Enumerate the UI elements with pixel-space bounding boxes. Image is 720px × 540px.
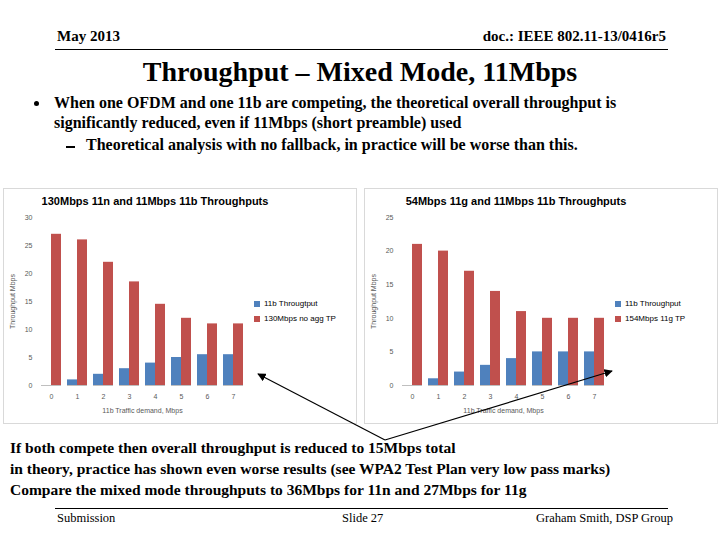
svg-text:2: 2 (102, 393, 106, 400)
html-text:130Mbps no agg TP: 130Mbps no agg TP (264, 314, 336, 323)
svg-text:20: 20 (25, 270, 33, 277)
svg-text:25: 25 (25, 242, 33, 249)
svg-text:4: 4 (515, 393, 519, 400)
svg-text:5: 5 (541, 393, 545, 400)
svg-text:0: 0 (390, 382, 394, 389)
html-text:Submission: Submission (57, 511, 116, 525)
html-text:in theory, practice has shown: in theory, practice has shown even worse… (10, 460, 611, 477)
html-text:11b Througtput: 11b Througtput (264, 299, 318, 308)
html-text:11b Throughput: 11b Throughput (625, 299, 681, 308)
svg-text:10: 10 (386, 315, 394, 322)
svg-text:6: 6 (567, 393, 571, 400)
svg-text:Throughput Mbps: Throughput Mbps (9, 274, 17, 329)
svg-text:1: 1 (76, 393, 80, 400)
html-text:If both compete then overall t: If both compete then overall throughput … (10, 439, 456, 456)
html-text:154Mbps 11g TP: 154Mbps 11g TP (625, 314, 686, 323)
html-text:doc.: IEEE 802.11-13/0416r5: doc.: IEEE 802.11-13/0416r5 (482, 28, 666, 44)
svg-text:11b Traffic demand, Mbps: 11b Traffic demand, Mbps (463, 407, 544, 415)
svg-text:1: 1 (437, 393, 441, 400)
svg-text:0: 0 (29, 382, 33, 389)
html-text:Slide 27: Slide 27 (342, 511, 384, 525)
svg-text:0: 0 (50, 393, 54, 400)
svg-text:5: 5 (180, 393, 184, 400)
svg-text:3: 3 (128, 393, 132, 400)
html-text:Theoretical analysis with no f: Theoretical analysis with no fallback, i… (86, 136, 578, 153)
svg-text:30: 30 (25, 214, 33, 221)
html-text:Throughput – Mixed Mode, 11Mbp: Throughput – Mixed Mode, 11Mbps (142, 56, 578, 87)
svg-text:4: 4 (154, 393, 158, 400)
html-text:Graham Smith, DSP Group: Graham Smith, DSP Group (536, 511, 673, 525)
html-text:When one OFDM and one 11b are: When one OFDM and one 11b are competing,… (54, 94, 617, 131)
svg-text:7: 7 (232, 393, 236, 400)
svg-text:10: 10 (25, 326, 33, 333)
svg-text:3: 3 (489, 393, 493, 400)
svg-text:6: 6 (206, 393, 210, 400)
svg-text:5: 5 (29, 354, 33, 361)
svg-text:Throughput Mbps: Throughput Mbps (370, 274, 378, 329)
svg-text:0: 0 (411, 393, 415, 400)
svg-text:7: 7 (593, 393, 597, 400)
svg-text:25: 25 (386, 214, 394, 221)
svg-text:15: 15 (25, 298, 33, 305)
svg-text:11b Traffic demand, Mbps: 11b Traffic demand, Mbps (102, 407, 183, 415)
html-text:May 2013: May 2013 (57, 28, 120, 44)
svg-text:20: 20 (386, 247, 394, 254)
html-text:54Mbps 11g and 11Mbps 11b Thro: 54Mbps 11g and 11Mbps 11b Throughputs (405, 195, 627, 207)
svg-text:15: 15 (386, 281, 394, 288)
html-text:130Mbps 11n and 11Mbps 11b Thr: 130Mbps 11n and 11Mbps 11b Throughputs (41, 195, 269, 207)
svg-text:2: 2 (463, 393, 467, 400)
svg-text:5: 5 (390, 348, 394, 355)
html-text:Compare the mixed mode through: Compare the mixed mode throughputs to 36… (10, 481, 527, 498)
